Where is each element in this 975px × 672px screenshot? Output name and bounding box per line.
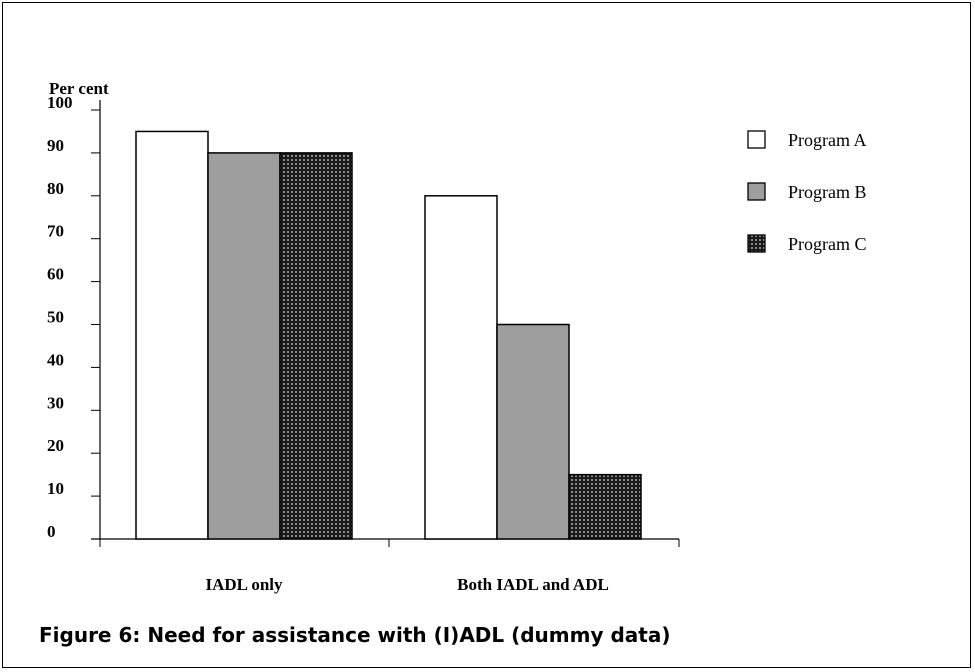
bar	[135, 130, 209, 540]
figure-caption: Figure 6: Need for assistance with (I)AD…	[39, 623, 671, 647]
y-tick-label: 20	[47, 436, 64, 455]
y-tick-label: 70	[47, 222, 64, 241]
y-tick-label: 80	[47, 179, 64, 198]
bar	[568, 473, 642, 540]
bar-chart: Per cent 0 10 20 30 40 50 60 70 80 90 100 IADL only…	[47, 79, 867, 594]
bar	[496, 323, 570, 540]
bar	[279, 152, 353, 540]
bars	[135, 130, 642, 540]
legend-label: Program C	[788, 234, 867, 254]
legend-label: Program B	[788, 182, 867, 202]
legend-label: Program A	[788, 130, 867, 150]
legend: Program A Program B Program C	[747, 130, 867, 254]
legend-swatch	[747, 130, 766, 149]
bar	[424, 195, 498, 540]
y-tick-label: 10	[47, 479, 64, 498]
y-tick-label: 0	[47, 522, 56, 541]
y-tick-label: 40	[47, 350, 64, 369]
x-category-label: Both IADL and ADL	[457, 575, 609, 594]
bar	[207, 152, 281, 540]
y-tick-label: 50	[47, 308, 64, 327]
y-tick-label: 100	[47, 93, 73, 112]
x-category-label: IADL only	[206, 575, 283, 594]
y-tick-label: 60	[47, 265, 64, 284]
y-axis-label: Per cent	[49, 79, 109, 98]
legend-swatch	[747, 182, 766, 201]
y-tick-label: 90	[47, 136, 64, 155]
axes: 0 10 20 30 40 50 60 70 80 90 100 IADL only Both IADL…	[47, 93, 680, 594]
y-tick-label: 30	[47, 393, 64, 412]
legend-swatch	[747, 234, 766, 253]
